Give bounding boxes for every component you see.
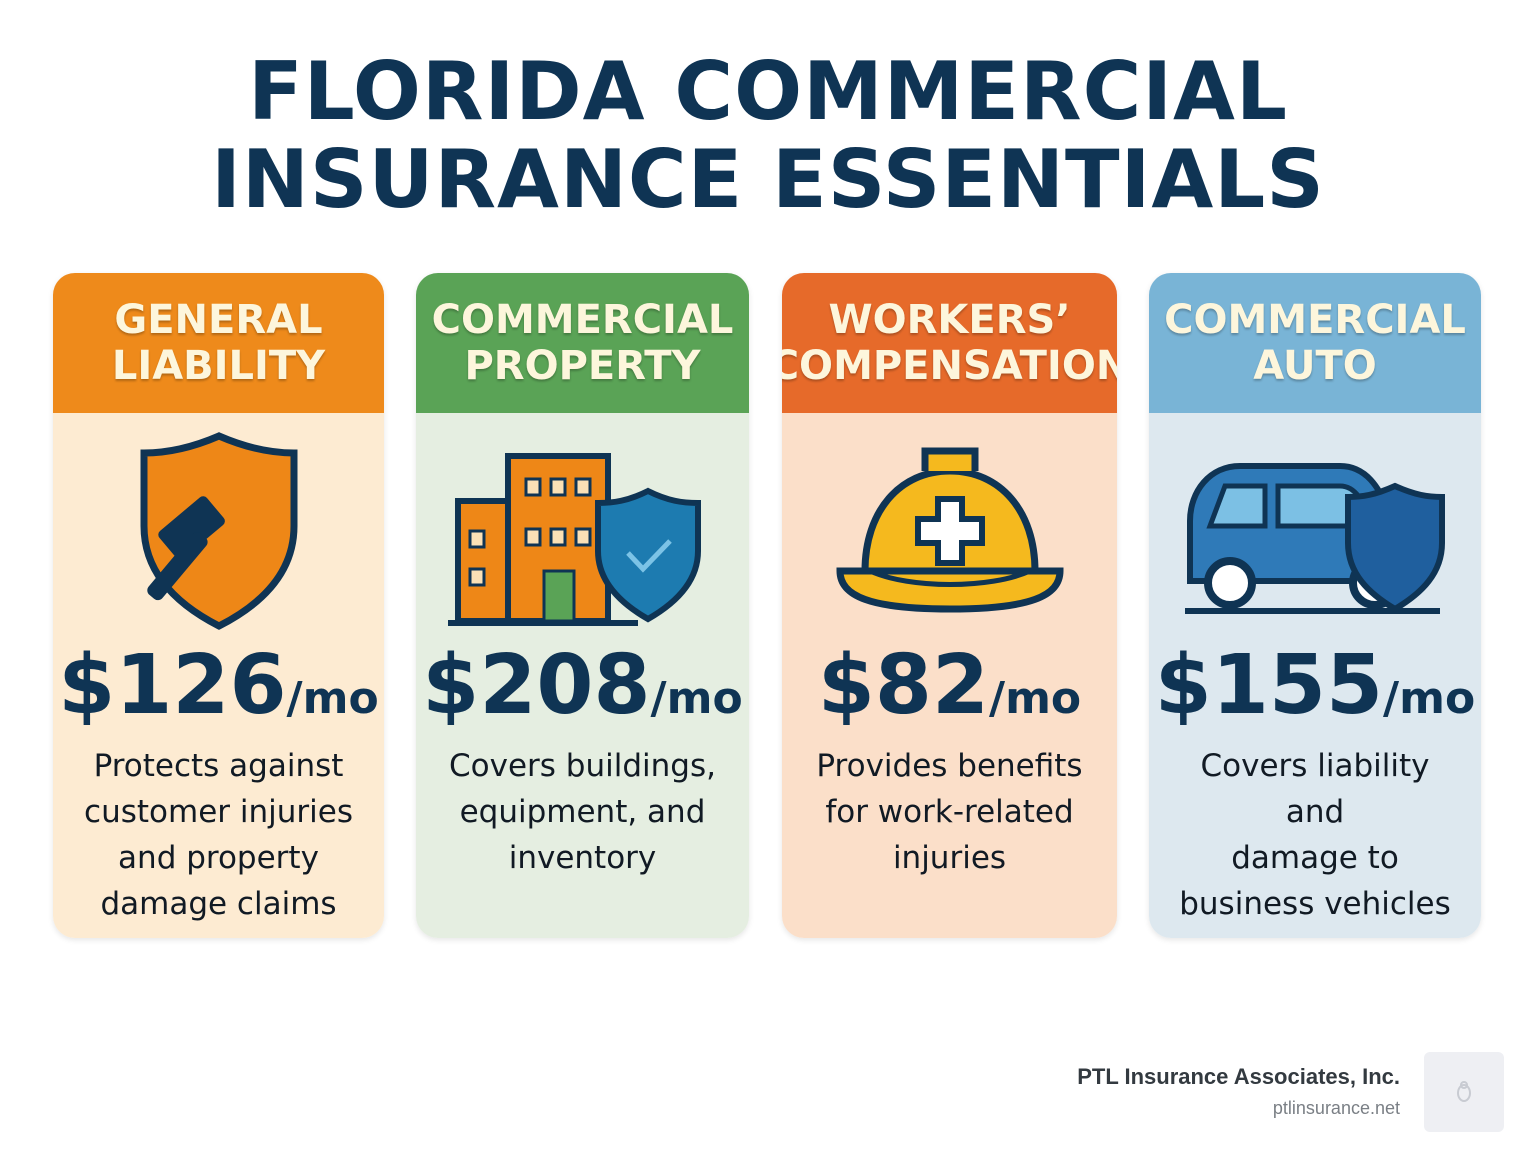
price-amount: $155 <box>1154 638 1384 733</box>
price-amount: $208 <box>422 638 651 733</box>
price: $208/mo <box>416 641 749 744</box>
card-body: $155/mo Covers liability and damage to b… <box>1149 413 1481 938</box>
desc-line: Provides benefits <box>816 748 1083 784</box>
desc-line: Protects against <box>93 748 344 784</box>
desc-line: injuries <box>892 840 1007 876</box>
card-heading-line: COMPENSATION <box>782 343 1117 389</box>
desc-line: and property <box>118 840 319 876</box>
page-title: FLORIDA COMMERCIAL INSURANCE ESSENTIALS <box>0 48 1536 224</box>
desc-line: damage claims <box>100 886 337 922</box>
price-amount: $126 <box>58 638 287 733</box>
van-shield-icon <box>1149 431 1481 631</box>
card-description: Covers liability and damage to business … <box>1169 743 1461 927</box>
card-header: GENERAL LIABILITY <box>53 273 384 413</box>
desc-line: for work-related <box>825 794 1074 830</box>
insurance-cards: GENERAL LIABILITY $126/mo Protects again… <box>0 273 1536 939</box>
price-unit: /mo <box>650 673 743 724</box>
footer-url: ptlinsurance.net <box>1272 1098 1400 1118</box>
desc-line: customer injuries <box>84 794 353 830</box>
desc-line: equipment, and <box>459 794 706 830</box>
card-body: $126/mo Protects against customer injuri… <box>53 413 384 938</box>
card-description: Provides benefits for work-related injur… <box>802 743 1097 881</box>
desc-line: damage to <box>1231 840 1399 876</box>
price-amount: $82 <box>817 638 989 733</box>
footer-company: PTL Insurance Associates, Inc. <box>1077 1064 1400 1089</box>
card-heading-line: COMMERCIAL <box>431 297 734 343</box>
card-body: $82/mo Provides benefits for work-relate… <box>782 413 1117 938</box>
desc-line: Covers liability and <box>1200 748 1430 830</box>
card-header: COMMERCIAL PROPERTY <box>416 273 749 413</box>
card-commercial-auto: COMMERCIAL AUTO $155/mo Covers liabili <box>1149 273 1481 938</box>
gavel-shield-icon <box>53 431 384 631</box>
price-unit: /mo <box>989 673 1082 724</box>
card-body: $208/mo Covers buildings, equipment, and… <box>416 413 749 938</box>
hard-hat-icon <box>782 431 1117 631</box>
card-workers-compensation: WORKERS’ COMPENSATION $82/mo Provides be… <box>782 273 1117 938</box>
card-heading-line: WORKERS’ <box>828 297 1071 343</box>
desc-line: business vehicles <box>1179 886 1451 922</box>
card-header: WORKERS’ COMPENSATION <box>782 273 1117 413</box>
card-general-liability: GENERAL LIABILITY $126/mo Protects again… <box>53 273 384 938</box>
card-heading-line: AUTO <box>1253 343 1377 389</box>
price-unit: /mo <box>286 673 379 724</box>
desc-line: inventory <box>508 840 657 876</box>
card-header: COMMERCIAL AUTO <box>1149 273 1481 413</box>
title-line-1: FLORIDA COMMERCIAL <box>248 45 1288 138</box>
desc-line: Covers buildings, <box>449 748 716 784</box>
card-description: Protects against customer injuries and p… <box>73 743 364 927</box>
price: $126/mo <box>53 641 384 744</box>
card-heading-line: LIABILITY <box>111 343 326 389</box>
price: $155/mo <box>1149 641 1481 744</box>
price-unit: /mo <box>1383 673 1476 724</box>
price: $82/mo <box>782 641 1117 744</box>
card-description: Covers buildings, equipment, and invento… <box>436 743 729 881</box>
card-heading-line: COMMERCIAL <box>1164 297 1466 343</box>
card-heading-line: PROPERTY <box>464 343 701 389</box>
building-shield-icon <box>416 431 749 631</box>
card-heading-line: GENERAL <box>114 297 323 343</box>
logo-icon <box>1424 1052 1504 1132</box>
title-line-2: INSURANCE ESSENTIALS <box>211 133 1325 226</box>
card-commercial-property: COMMERCIAL PROPERTY <box>416 273 749 938</box>
